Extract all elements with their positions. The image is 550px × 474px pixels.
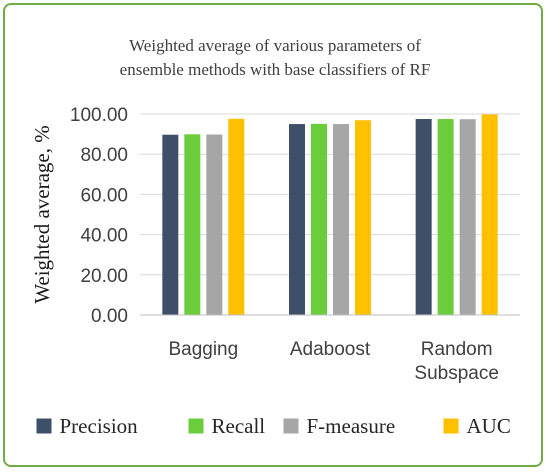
bar-precision [415,119,432,316]
legend-label: Recall [212,414,266,438]
legend-swatch [188,418,204,434]
chart-title: Weighted average of various parameters o… [0,34,550,82]
x-category-label: Random [421,339,493,360]
y-axis-title: Weighted average, % [30,125,54,303]
chart-title-line-1: Weighted average of various parameters o… [129,36,421,55]
x-category-label: Bagging [168,339,238,360]
legend-layer: Precision Recall F-measure AUC [36,414,511,438]
chart-title-line-2: ensemble methods with base classifiers o… [119,60,431,79]
x-category-label: Adaboost [290,339,371,360]
bar-f-measure [333,124,349,315]
legend-swatch [443,418,459,434]
x-category-label: Subspace [414,363,499,384]
y-tick-label: 100.00 [70,105,128,126]
bar-auc [228,118,245,315]
axis-layer: 0.00 20.00 40.00 60.00 80.00 100.00 Bagging Ada… [30,105,520,384]
legend-swatch [283,418,299,434]
y-tick-label: 60.00 [80,185,128,206]
bar-layer [162,114,498,316]
bar-auc [481,114,498,315]
y-tick-label: 20.00 [80,266,128,287]
bar-f-measure [206,134,223,315]
bar-recall [184,134,201,315]
bar-auc [355,120,371,315]
bar-recall [437,119,454,316]
legend-label: Precision [60,414,139,438]
bar-precision [289,124,305,315]
bar-f-measure [459,119,476,315]
bar-precision [162,134,179,315]
legend-label: F-measure [307,414,396,438]
legend-swatch [36,418,52,434]
y-tick-label: 0.00 [91,306,128,327]
bar-recall [311,123,327,315]
y-tick-label: 80.00 [80,145,128,166]
y-tick-label: 40.00 [80,226,128,247]
legend-label: AUC [467,414,511,438]
